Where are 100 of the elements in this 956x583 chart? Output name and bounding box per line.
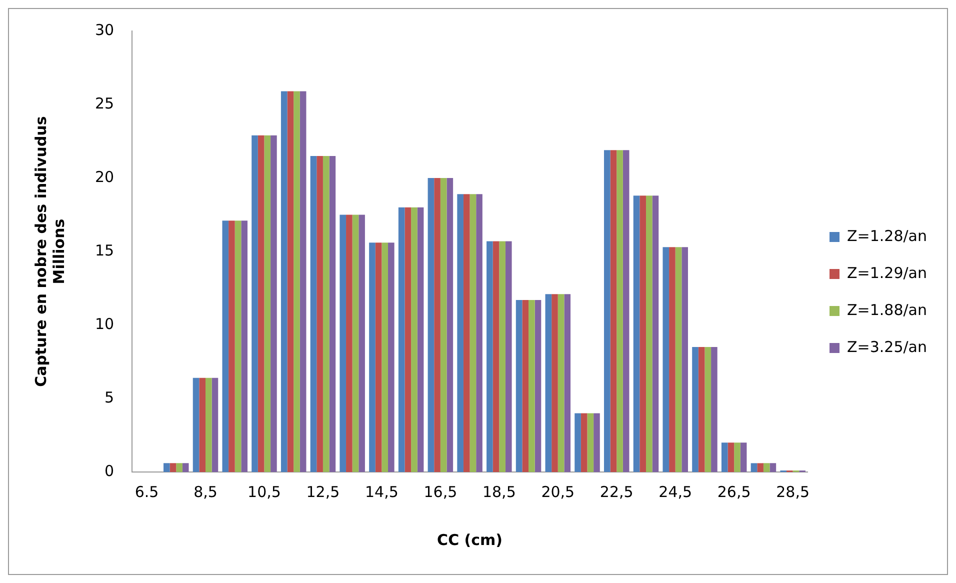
bar xyxy=(552,294,558,472)
bar xyxy=(476,194,482,472)
bar xyxy=(505,241,512,472)
legend-label: Z=1.29/an xyxy=(847,264,928,282)
bar xyxy=(287,91,294,472)
x-tick-label: 10,5 xyxy=(248,482,281,501)
bar xyxy=(199,378,206,472)
bar xyxy=(669,247,676,472)
bar xyxy=(241,220,248,472)
bar xyxy=(382,242,388,472)
x-tick-label: 24,5 xyxy=(658,482,692,501)
bar xyxy=(428,178,434,472)
y-axis-title: Capture en nobre des indivudus Millions xyxy=(32,116,68,387)
bar xyxy=(763,463,770,472)
x-tick-label: 28,5 xyxy=(776,482,810,501)
bar xyxy=(310,156,317,472)
bar xyxy=(264,135,271,472)
bar xyxy=(222,220,229,472)
bar xyxy=(492,241,500,472)
y-tick-label: 10 xyxy=(94,314,114,333)
bar xyxy=(580,413,588,472)
bar xyxy=(516,300,522,472)
bar xyxy=(170,463,176,472)
bar xyxy=(704,347,712,472)
bar xyxy=(300,91,306,472)
bar xyxy=(698,347,705,472)
y-tick-label: 0 xyxy=(104,462,114,480)
bar xyxy=(270,135,277,472)
y-tick-label: 15 xyxy=(94,241,114,260)
x-tick-label: 14,5 xyxy=(364,482,398,501)
bar xyxy=(322,156,330,472)
x-tick-label: 8,5 xyxy=(194,482,218,501)
x-tick-label: 26,5 xyxy=(717,482,751,501)
x-axis-title: CC (cm) xyxy=(437,530,503,549)
bar xyxy=(728,442,734,472)
bar xyxy=(734,442,740,472)
bar xyxy=(398,207,405,472)
bar xyxy=(294,91,300,472)
bar xyxy=(252,135,258,472)
bar xyxy=(329,156,336,472)
bar xyxy=(662,247,670,472)
bar xyxy=(522,300,529,472)
bar xyxy=(369,242,376,472)
y-tick-label: 5 xyxy=(104,388,114,406)
bar xyxy=(528,300,535,472)
bar xyxy=(258,135,264,472)
x-tick-label: 18,5 xyxy=(482,482,516,501)
bar xyxy=(640,196,646,472)
bar xyxy=(711,347,718,472)
bar xyxy=(316,156,323,472)
legend-label: Z=3.25/an xyxy=(847,338,928,356)
bar xyxy=(675,247,682,472)
x-tick-label: 12,5 xyxy=(306,482,340,501)
bar xyxy=(616,150,623,472)
bar xyxy=(574,413,581,472)
bar xyxy=(692,347,698,472)
bar xyxy=(411,207,418,472)
bar xyxy=(486,241,493,472)
x-tick-label: 16,5 xyxy=(424,482,458,501)
bar xyxy=(534,300,542,472)
bar xyxy=(757,463,764,472)
bar xyxy=(176,463,182,472)
legend-label: Z=1.88/an xyxy=(847,300,928,319)
bar xyxy=(457,194,464,472)
bar xyxy=(346,214,352,472)
bar xyxy=(545,294,552,472)
bar xyxy=(740,442,747,472)
legend-label: Z=1.28/an xyxy=(847,226,928,245)
y-tick-label: 30 xyxy=(94,20,114,39)
bar xyxy=(633,196,640,472)
bar xyxy=(388,242,394,472)
bar xyxy=(434,178,440,472)
bar xyxy=(358,214,365,472)
bar xyxy=(164,463,170,472)
bar xyxy=(375,242,382,472)
bar xyxy=(587,413,594,472)
bar xyxy=(228,220,235,472)
bar xyxy=(206,378,212,472)
x-tick-label: 20,5 xyxy=(541,482,575,501)
bar xyxy=(604,150,610,472)
bar xyxy=(446,178,454,472)
bar xyxy=(463,194,470,472)
bar xyxy=(682,247,688,472)
bar xyxy=(499,241,506,472)
bar xyxy=(192,378,200,472)
bar xyxy=(646,196,652,472)
bar xyxy=(470,194,476,472)
bar xyxy=(212,378,218,472)
bar xyxy=(610,150,617,472)
bar xyxy=(280,91,288,472)
bar xyxy=(750,463,758,472)
bar xyxy=(340,214,346,472)
bar xyxy=(182,463,189,472)
bar xyxy=(440,178,447,472)
bar xyxy=(770,463,776,472)
bar xyxy=(564,294,571,472)
bar xyxy=(652,196,659,472)
y-tick-label: 25 xyxy=(94,94,114,112)
bar xyxy=(417,207,424,472)
x-tick-label: 6.5 xyxy=(134,482,159,501)
